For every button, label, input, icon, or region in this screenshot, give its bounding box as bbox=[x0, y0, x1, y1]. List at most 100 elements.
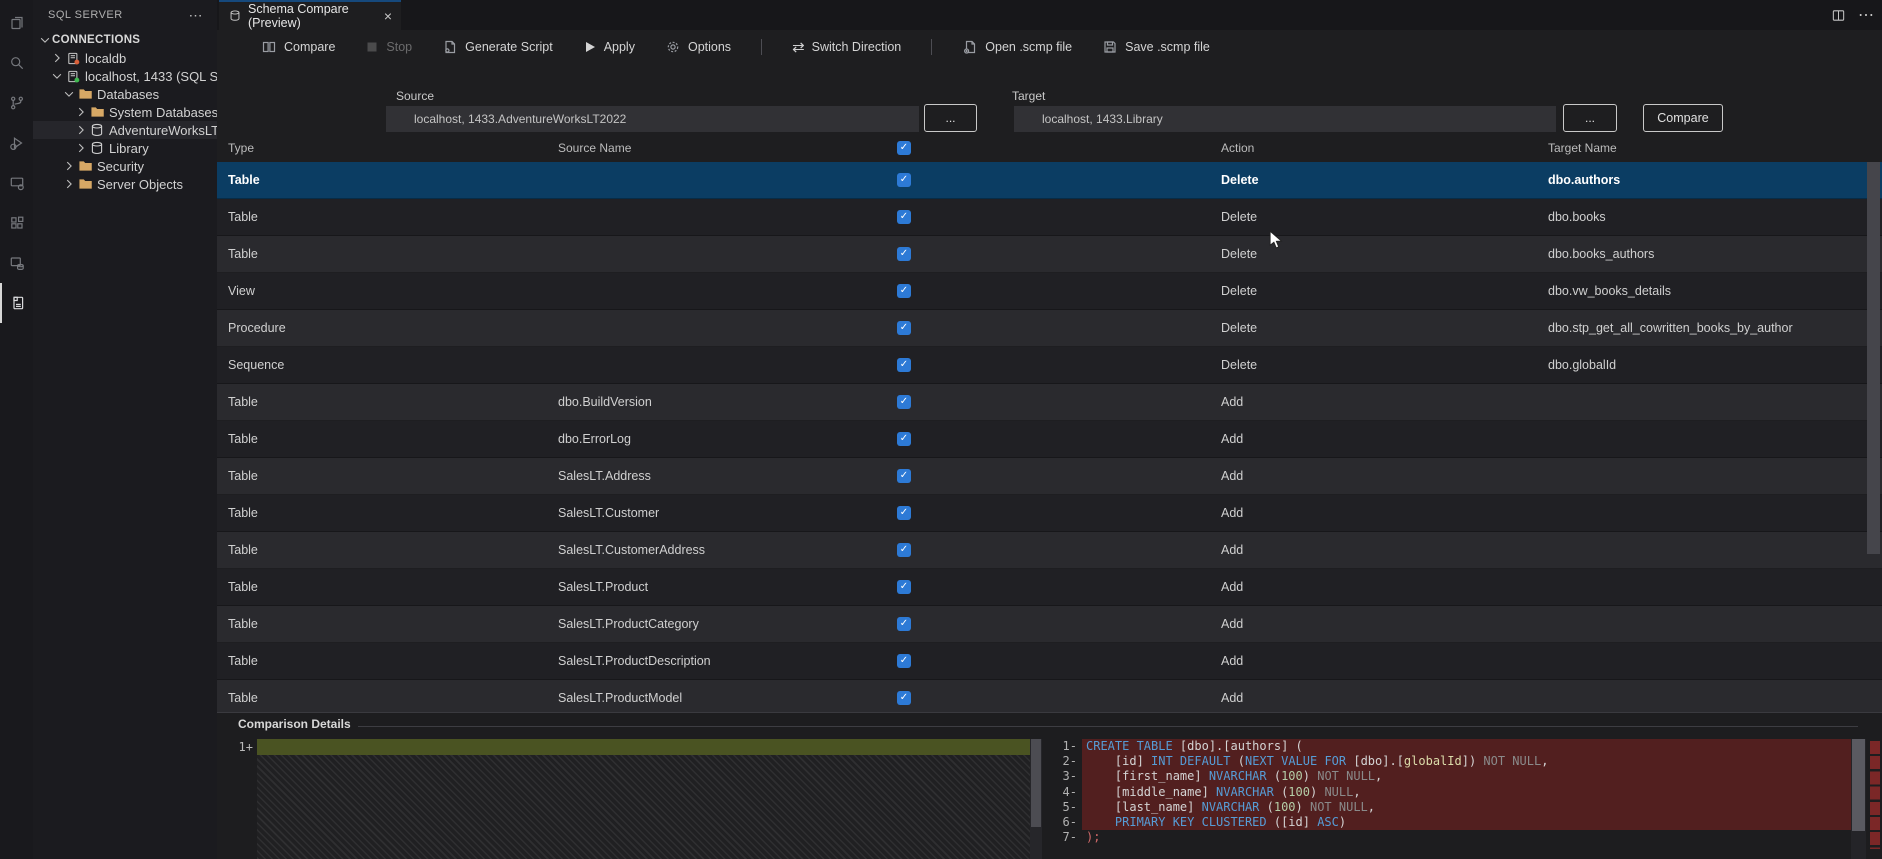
table-row[interactable]: Procedure ✓ Delete dbo.stp_get_all_cowritte… bbox=[217, 310, 1882, 347]
tree-item-server-objects[interactable]: Server Objects bbox=[33, 175, 217, 193]
include-checkbox[interactable]: ✓ bbox=[897, 691, 911, 705]
chevron-right-icon[interactable] bbox=[73, 140, 88, 156]
options-button[interactable]: Options bbox=[665, 39, 731, 55]
table-row[interactable]: Table dbo.ErrorLog ✓ Add bbox=[217, 421, 1882, 458]
include-checkbox[interactable]: ✓ bbox=[897, 210, 911, 224]
tree-item-connections[interactable]: CONNECTIONS bbox=[33, 30, 217, 49]
include-checkbox[interactable]: ✓ bbox=[897, 321, 911, 335]
target-input[interactable]: localhost, 1433.Library bbox=[1014, 106, 1556, 132]
cell-target-name: dbo.vw_books_details bbox=[1548, 284, 1671, 298]
cell-target-name: dbo.authors bbox=[1548, 173, 1621, 187]
tree-item-system-databases[interactable]: System Databases bbox=[33, 103, 217, 121]
code-line: 6- PRIMARY KEY CLUSTERED ([id] ASC) bbox=[1043, 814, 1853, 831]
source-browse-button[interactable]: ... bbox=[924, 104, 977, 132]
tab-schema-compare[interactable]: Schema Compare (Preview) × bbox=[219, 0, 401, 30]
save-scmp-file-button[interactable]: Save .scmp file bbox=[1102, 39, 1210, 55]
search-icon[interactable] bbox=[0, 43, 33, 83]
scrollbar-thumb[interactable] bbox=[1852, 739, 1865, 831]
table-row[interactable]: Table ✓ Delete dbo.books bbox=[217, 199, 1882, 236]
table-row[interactable]: Table SalesLT.ProductDescription ✓ Add bbox=[217, 643, 1882, 680]
diff-left-scrollbar[interactable] bbox=[1030, 739, 1042, 859]
grid-scrollbar[interactable] bbox=[1864, 162, 1882, 712]
include-checkbox[interactable]: ✓ bbox=[897, 247, 911, 261]
table-row[interactable]: Table ✓ Delete dbo.authors bbox=[217, 162, 1882, 199]
chevron-down-icon[interactable] bbox=[37, 32, 52, 48]
tree-item-adventureworkslt[interactable]: AdventureWorksLT...↻ bbox=[33, 121, 217, 139]
include-checkbox[interactable]: ✓ bbox=[897, 469, 911, 483]
cell-type: Sequence bbox=[228, 358, 285, 372]
line-number: 7- bbox=[1062, 830, 1077, 845]
include-checkbox[interactable]: ✓ bbox=[897, 432, 911, 446]
more-actions-icon[interactable]: ⋯ bbox=[188, 6, 203, 23]
stop-button[interactable]: Stop bbox=[365, 40, 412, 54]
table-row[interactable]: View ✓ Delete dbo.vw_books_details bbox=[217, 273, 1882, 310]
grid-header: Type Source Name ✓ Action Target Name bbox=[217, 138, 1864, 161]
compare-button[interactable]: Compare bbox=[1643, 104, 1723, 132]
chevron-right-icon[interactable] bbox=[73, 104, 88, 120]
include-checkbox[interactable]: ✓ bbox=[897, 284, 911, 298]
table-row[interactable]: Table SalesLT.Customer ✓ Add bbox=[217, 495, 1882, 532]
column-target-name[interactable]: Target Name bbox=[1548, 141, 1617, 155]
include-checkbox[interactable]: ✓ bbox=[897, 358, 911, 372]
tree-item-security[interactable]: Security bbox=[33, 157, 217, 175]
tree-item-localdb[interactable]: localdb bbox=[33, 49, 217, 67]
chevron-right-icon[interactable] bbox=[61, 158, 76, 174]
database-projects-icon[interactable] bbox=[0, 243, 33, 283]
chevron-down-icon[interactable] bbox=[61, 86, 76, 102]
include-checkbox[interactable]: ✓ bbox=[897, 395, 911, 409]
include-checkbox[interactable]: ✓ bbox=[897, 654, 911, 668]
column-action[interactable]: Action bbox=[1221, 141, 1255, 155]
sql-server-icon[interactable] bbox=[0, 283, 33, 323]
table-row[interactable]: Table SalesLT.ProductModel ✓ Add bbox=[217, 680, 1882, 712]
sidebar-header: SQL SERVER ⋯ bbox=[33, 0, 217, 30]
editor-area: Schema Compare (Preview) × ⋯ Compare Stop… bbox=[217, 0, 1882, 859]
column-source-name[interactable]: Source Name bbox=[558, 141, 632, 155]
chevron-right-icon[interactable] bbox=[61, 176, 76, 192]
select-all-checkbox[interactable]: ✓ bbox=[897, 141, 911, 155]
scrollbar-thumb[interactable] bbox=[1031, 739, 1041, 827]
table-row[interactable]: Table SalesLT.Address ✓ Add bbox=[217, 458, 1882, 495]
toolbar-button-label: Stop bbox=[386, 40, 413, 54]
include-checkbox[interactable]: ✓ bbox=[897, 617, 911, 631]
explorer-icon[interactable] bbox=[0, 3, 33, 43]
table-row[interactable]: Sequence ✓ Delete dbo.globalId bbox=[217, 347, 1882, 384]
include-checkbox[interactable]: ✓ bbox=[897, 506, 911, 520]
table-row[interactable]: Table SalesLT.CustomerAddress ✓ Add bbox=[217, 532, 1882, 569]
split-editor-icon[interactable] bbox=[1831, 8, 1846, 23]
tree-item-library[interactable]: Library bbox=[33, 139, 217, 157]
table-row[interactable]: Table dbo.BuildVersion ✓ Add bbox=[217, 384, 1882, 421]
target-browse-button[interactable]: ... bbox=[1563, 104, 1617, 132]
scrollbar-thumb[interactable] bbox=[1867, 162, 1880, 554]
toolbar-button-label: Open .scmp file bbox=[985, 40, 1073, 54]
switch-direction-button[interactable]: ⇄ Switch Direction bbox=[792, 40, 901, 55]
run-and-debug-icon[interactable] bbox=[0, 123, 33, 163]
table-row[interactable]: Table ✓ Delete dbo.books_authors bbox=[217, 236, 1882, 273]
more-actions-icon[interactable]: ⋯ bbox=[1858, 7, 1874, 24]
cell-action: Add bbox=[1221, 654, 1244, 668]
include-checkbox[interactable]: ✓ bbox=[897, 580, 911, 594]
tree-item-localhost-1433-sql-serv[interactable]: localhost, 1433 (SQL Serv... bbox=[33, 67, 217, 85]
source-control-icon[interactable] bbox=[0, 83, 33, 123]
tree-item-databases[interactable]: Databases bbox=[33, 85, 217, 103]
apply-button[interactable]: Apply bbox=[583, 40, 635, 54]
diff-right-scrollbar[interactable] bbox=[1851, 739, 1866, 859]
open-scmp-file-button[interactable]: Open .scmp file bbox=[962, 39, 1072, 55]
generate-script-button[interactable]: Generate Script bbox=[442, 39, 553, 55]
table-row[interactable]: Table SalesLT.Product ✓ Add bbox=[217, 569, 1882, 606]
extensions-icon[interactable] bbox=[0, 203, 33, 243]
tree-item-label: CONNECTIONS bbox=[52, 33, 141, 46]
column-type[interactable]: Type bbox=[228, 141, 255, 155]
chevron-down-icon[interactable] bbox=[49, 68, 64, 84]
include-checkbox[interactable]: ✓ bbox=[897, 173, 911, 187]
chevron-right-icon[interactable] bbox=[73, 122, 88, 138]
line-content: PRIMARY KEY CLUSTERED ([id] ASC) bbox=[1082, 814, 1853, 831]
cell-source-name: dbo.ErrorLog bbox=[558, 432, 631, 446]
compare-button[interactable]: Compare bbox=[261, 39, 335, 55]
remote-explorer-icon[interactable] bbox=[0, 163, 33, 203]
source-input[interactable]: localhost, 1433.AdventureWorksLT2022 bbox=[386, 106, 919, 132]
close-icon[interactable]: × bbox=[383, 8, 392, 24]
chevron-right-icon[interactable] bbox=[49, 50, 64, 66]
cell-type: Table bbox=[228, 506, 258, 520]
table-row[interactable]: Table SalesLT.ProductCategory ✓ Add bbox=[217, 606, 1882, 643]
include-checkbox[interactable]: ✓ bbox=[897, 543, 911, 557]
